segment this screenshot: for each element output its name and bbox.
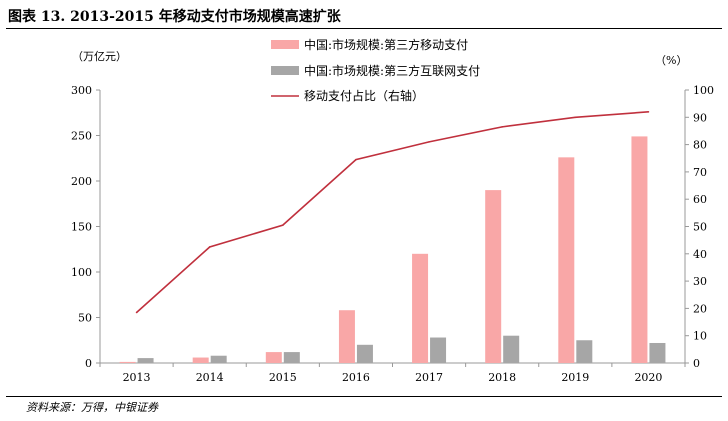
source-rule <box>6 396 722 397</box>
left-tick-label: 50 <box>78 312 92 325</box>
right-tick-label: 40 <box>693 248 707 261</box>
bar-mobile <box>558 157 575 363</box>
bar-internet <box>430 337 447 363</box>
bar-internet <box>283 352 300 363</box>
left-tick-label: 0 <box>85 357 92 370</box>
bar-mobile <box>119 361 136 363</box>
legend: 中国:市场规模:第三方移动支付 中国:市场规模:第三方互联网支付 移动支付占比（… <box>271 37 480 103</box>
x-tick-label: 2019 <box>561 371 589 384</box>
left-axis-unit: （万亿元） <box>72 50 127 63</box>
right-tick-label: 90 <box>693 111 707 124</box>
bar-internet <box>356 344 373 363</box>
title-rule <box>6 28 722 29</box>
line-point <box>135 311 138 314</box>
bar-mobile <box>485 190 502 363</box>
left-tick-label: 150 <box>71 221 92 234</box>
legend-label-line: 移动支付占比（右轴） <box>304 88 424 103</box>
right-tick-label: 70 <box>693 166 707 179</box>
source-note: 资料来源：万得，中银证券 <box>26 401 158 414</box>
line-point <box>282 224 284 226</box>
legend-swatch-internet <box>271 66 299 75</box>
left-tick-label: 200 <box>71 175 92 188</box>
right-tick-label: 100 <box>693 84 714 97</box>
legend-label-internet: 中国:市场规模:第三方互联网支付 <box>304 63 480 78</box>
right-tick-label: 30 <box>693 275 707 288</box>
line-mobile-share <box>136 111 649 314</box>
right-tick-label: 50 <box>693 221 707 234</box>
right-tick-label: 20 <box>693 302 707 315</box>
bar-mobile <box>192 357 209 363</box>
right-tick-label: 60 <box>693 193 707 206</box>
x-tick-label: 2018 <box>488 371 516 384</box>
x-tick-label: 2017 <box>415 371 443 384</box>
bar-mobile <box>631 136 648 363</box>
line-point <box>647 111 650 113</box>
left-tick-label: 250 <box>71 130 92 143</box>
right-axis-unit: （%） <box>655 54 687 67</box>
x-tick-label: 2020 <box>634 371 662 384</box>
figure-title: 图表 13. 2013-2015 年移动支付市场规模高速扩张 <box>8 9 341 25</box>
right-tick-label: 10 <box>693 330 707 343</box>
right-tick-label: 80 <box>693 139 707 152</box>
line-point <box>428 141 430 143</box>
bar-mobile <box>338 310 355 363</box>
line-point <box>355 158 357 161</box>
legend-label-mobile: 中国:市场规模:第三方移动支付 <box>304 37 468 52</box>
left-tick-label: 300 <box>71 84 92 97</box>
bar-internet <box>137 358 154 363</box>
plot-area: 0 50 100 150 200 250 300 0 10 20 30 40 50 60 70 80 90 100… <box>71 84 714 384</box>
x-tick-label: 2015 <box>269 371 297 384</box>
bar-internet <box>210 355 227 363</box>
x-tick-label: 2014 <box>196 371 224 384</box>
bar-internet <box>649 342 666 363</box>
bar-mobile <box>265 352 282 363</box>
bar-internet <box>503 335 520 363</box>
line-point <box>574 116 577 119</box>
x-tick-label: 2013 <box>123 371 151 384</box>
bar-internet <box>576 340 593 363</box>
right-tick-label: 0 <box>693 357 700 370</box>
left-tick-label: 100 <box>71 266 92 279</box>
bar-mobile <box>412 253 429 363</box>
line-point <box>208 246 211 248</box>
x-tick-label: 2016 <box>342 371 370 384</box>
legend-swatch-mobile <box>271 40 299 49</box>
line-point <box>501 126 503 128</box>
